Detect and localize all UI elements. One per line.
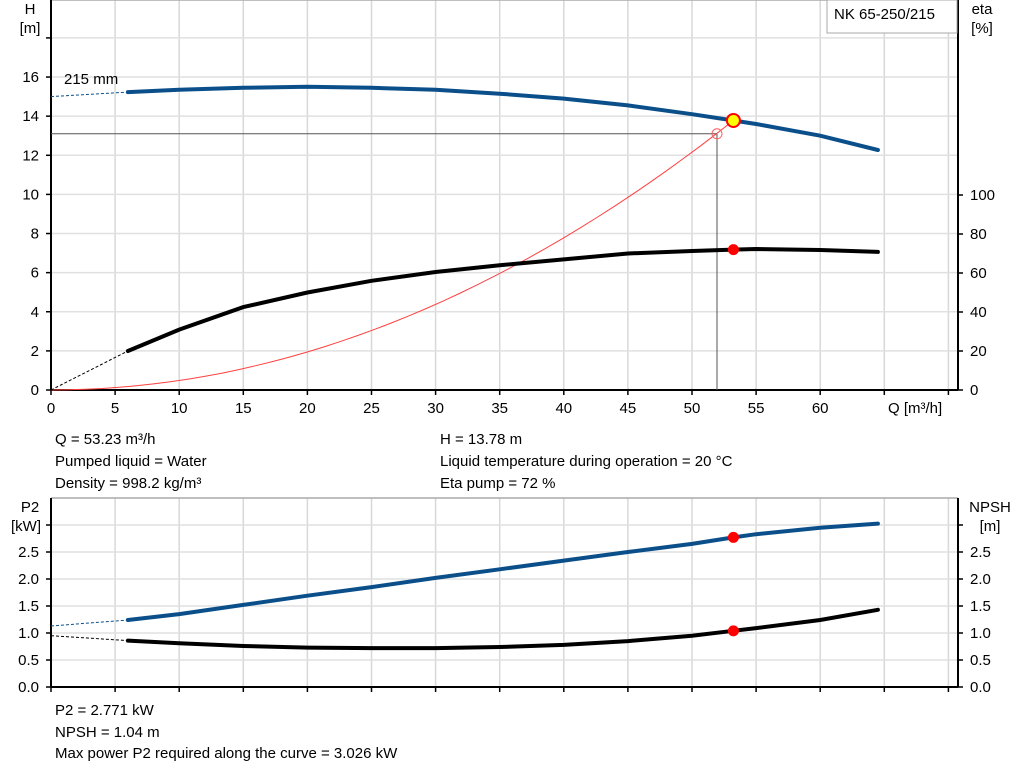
efficiency-curve-extrapolated (50, 350, 129, 391)
npsh-tick-label: 2.5 (970, 544, 991, 561)
npsh-tick-label: 1.5 (970, 598, 991, 615)
npsh-tick-label: 0.5 (970, 652, 991, 669)
h-tick-label: 10 (22, 186, 39, 203)
q-tick-label: 55 (748, 400, 765, 417)
npsh-curve-extrapolated (50, 635, 128, 642)
eta-duty-point (727, 244, 739, 256)
npsh-curve (125, 607, 880, 651)
h-tick-label: 0 (31, 382, 39, 399)
impeller-diameter-label: 215 mm (64, 71, 118, 88)
p2-tick-label: 0.5 (18, 652, 39, 669)
p2-axis-unit: [kW] (11, 518, 41, 535)
system-curve (50, 120, 734, 391)
p2-duty-point (727, 531, 739, 543)
info-temperature: Liquid temperature during operation = 20… (440, 453, 733, 470)
q-tick-label: 15 (235, 400, 252, 417)
q-tick-label: 0 (47, 400, 55, 417)
p2-curve-extrapolated (50, 619, 128, 627)
info-head: H = 13.78 m (440, 431, 523, 448)
q-tick-label: 10 (171, 400, 188, 417)
p2-tick-label: 2.5 (18, 544, 39, 561)
head-duty-point (725, 112, 741, 128)
info-liquid: Pumped liquid = Water (55, 453, 207, 470)
p2-tick-label: 2.0 (18, 571, 39, 588)
eta-tick-label: 20 (970, 343, 987, 360)
q-axis-label: Q [m³/h] (888, 400, 942, 417)
p2-curve (125, 521, 880, 622)
q-tick-label: 45 (620, 400, 637, 417)
info-npsh: NPSH = 1.04 m (55, 724, 160, 741)
efficiency-curve (125, 246, 880, 353)
q-tick-label: 25 (363, 400, 380, 417)
p2-tick-label: 1.5 (18, 598, 39, 615)
q-tick-label: 50 (684, 400, 701, 417)
q-tick-label: 30 (427, 400, 444, 417)
eta-tick-label: 80 (970, 226, 987, 243)
h-tick-label: 16 (22, 69, 39, 86)
eta-tick-label: 0 (970, 382, 978, 399)
p2-axis-label: P2 (21, 499, 39, 516)
info-p2: P2 = 2.771 kW (55, 702, 154, 719)
info-flow: Q = 53.23 m³/h (55, 431, 156, 448)
info-max-p2: Max power P2 required along the curve = … (55, 745, 398, 762)
head-curve-extrapolated (50, 91, 128, 98)
info-density: Density = 998.2 kg/m³ (55, 475, 202, 492)
eta-axis-label: eta (972, 1, 994, 18)
q-tick-label: 35 (491, 400, 508, 417)
eta-tick-label: 40 (970, 304, 987, 321)
h-axis-label: H (25, 1, 36, 18)
pump-model-box (826, 0, 958, 34)
npsh-axis-unit: [m] (980, 518, 1001, 535)
eta-axis-unit: [%] (971, 20, 993, 37)
p2-tick-label: 1.0 (18, 625, 39, 642)
q-tick-label: 5 (111, 400, 119, 417)
h-tick-label: 12 (22, 147, 39, 164)
eta-tick-label: 100 (970, 187, 995, 204)
h-tick-label: 14 (22, 108, 39, 125)
npsh-tick-label: 1.0 (970, 625, 991, 642)
q-tick-label: 60 (812, 400, 829, 417)
h-tick-label: 8 (31, 226, 39, 243)
pump-model-label: NK 65-250/215 (834, 6, 935, 23)
q-tick-label: 40 (555, 400, 572, 417)
npsh-tick-label: 0.0 (970, 679, 991, 696)
h-tick-label: 4 (31, 304, 39, 321)
h-tick-label: 6 (31, 265, 39, 282)
q-tick-label: 20 (299, 400, 316, 417)
npsh-tick-label: 2.0 (970, 571, 991, 588)
eta-tick-label: 60 (970, 265, 987, 282)
npsh-duty-point (727, 625, 739, 637)
h-axis-unit: [m] (20, 20, 41, 37)
npsh-axis-label: NPSH (969, 499, 1011, 516)
info-eta: Eta pump = 72 % (440, 475, 556, 492)
p2-tick-label: 0.0 (18, 679, 39, 696)
requested-point-marker (711, 128, 723, 140)
head-curve (125, 84, 880, 152)
h-tick-label: 2 (31, 343, 39, 360)
